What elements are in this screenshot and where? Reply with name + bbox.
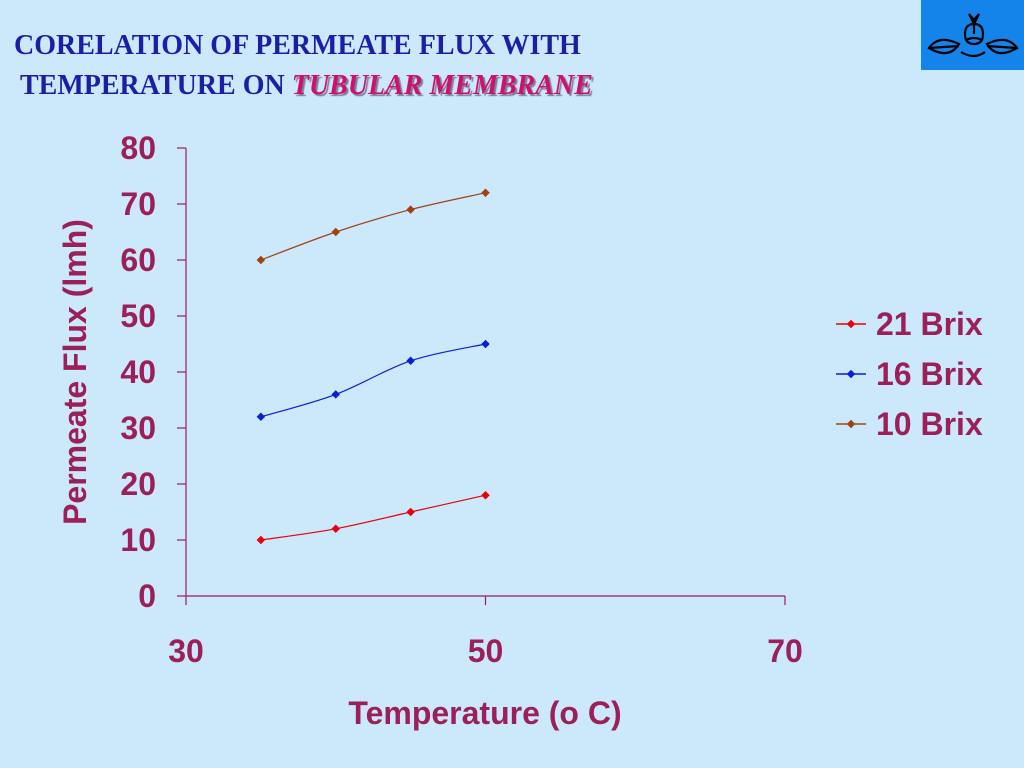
x-tick-label: 70: [767, 633, 803, 669]
legend-swatch-marker: [846, 319, 856, 329]
series-line: [260, 343, 486, 418]
y-tick-label: 10: [120, 522, 156, 558]
series-group: [256, 188, 490, 545]
y-tick-label: 60: [120, 242, 156, 278]
legend-label: 10 Brix: [876, 406, 983, 442]
data-point: [406, 356, 415, 366]
series-21-brix: [256, 490, 490, 545]
legend-label: 21 Brix: [876, 306, 983, 342]
legend: 21 Brix 16 Brix 10 Brix: [836, 306, 983, 442]
y-tick-label: 20: [120, 466, 156, 502]
data-point: [481, 188, 490, 198]
data-point: [481, 339, 490, 349]
legend-swatch-marker: [846, 419, 856, 429]
institution-logo-icon: [927, 13, 1019, 58]
legend-item: 10 Brix: [836, 406, 983, 442]
y-tick-label: 40: [120, 354, 156, 390]
data-point: [481, 490, 490, 500]
legend-label: 16 Brix: [876, 356, 983, 392]
title-line-2-prefix: TEMPERATURE ON: [20, 70, 292, 101]
data-point: [331, 390, 340, 399]
title-line-2: TEMPERATURE ON TUBULAR MEMBRANE: [14, 66, 593, 106]
data-point: [256, 255, 266, 265]
y-tick-label: 30: [120, 410, 156, 446]
data-point: [331, 227, 340, 237]
y-tick-label: 50: [120, 298, 156, 334]
y-tick-label: 70: [120, 186, 156, 222]
series-line: [260, 494, 486, 541]
series-line: [260, 192, 486, 261]
data-point: [331, 524, 340, 534]
data-point: [256, 535, 266, 545]
legend-swatch-marker: [846, 369, 856, 379]
x-tick-label: 30: [168, 633, 204, 669]
legend-item: 16 Brix: [836, 356, 983, 392]
axes: 0 10 20 30 40 50 60 70 80 30 50 70: [120, 130, 802, 669]
slide-title: CORELATION OF PERMEATE FLUX WITH TEMPERA…: [14, 26, 593, 106]
logo-box: [921, 0, 1024, 70]
data-point: [406, 507, 415, 517]
x-tick-label: 50: [468, 633, 504, 669]
legend-item: 21 Brix: [836, 306, 983, 342]
data-point: [256, 412, 266, 422]
data-point: [406, 205, 415, 214]
x-axis-label: Temperature (o C): [348, 695, 621, 731]
y-tick-label: 0: [138, 578, 156, 614]
y-axis-label: Permeate Flux (lmh): [57, 219, 93, 525]
y-tick-label: 80: [120, 130, 156, 166]
title-emphasis: TUBULAR MEMBRANE: [291, 70, 593, 101]
series-16-brix: [256, 339, 490, 422]
title-line-1: CORELATION OF PERMEATE FLUX WITH: [14, 30, 581, 61]
series-10-brix: [256, 188, 490, 265]
